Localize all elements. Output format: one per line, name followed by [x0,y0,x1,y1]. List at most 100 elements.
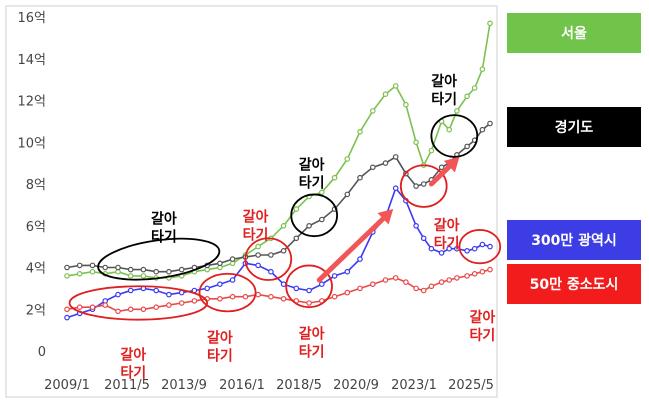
data-point [229,293,236,300]
data-point [464,273,470,279]
data-point [357,129,363,135]
data-point [166,268,172,275]
series-layer [64,20,493,321]
data-point [64,306,70,313]
data-point [344,156,351,162]
x-tick-label: 2009/1 [44,378,90,393]
data-point [369,108,376,114]
data-point [76,262,83,269]
data-point [344,289,351,296]
data-point [438,250,445,256]
series-3 [64,266,493,315]
data-point [471,270,478,277]
data-point [413,139,419,146]
data-point [369,281,376,288]
legend-gyeonggi: 경기도 [507,107,641,147]
data-point [487,120,493,127]
data-point [392,83,399,89]
data-point [454,275,460,281]
annotation-label: 갈아 타기 [299,156,325,191]
data-point [76,270,83,277]
data-point [392,275,399,281]
data-point [420,181,427,187]
data-point [280,223,287,229]
y-tick-label: 6억 [26,220,46,235]
data-point [127,273,134,279]
data-point [464,93,470,100]
data-point [306,223,312,229]
annotation-label: 갈아 타기 [431,73,457,108]
data-point [102,302,109,308]
data-point [268,252,274,258]
data-point [89,304,96,311]
data-point [487,20,493,27]
trend-arrows [316,156,460,283]
y-tick-label: 2억 [26,303,46,318]
data-point [255,252,261,258]
annotation-label: 갈아 타기 [469,309,495,344]
data-point [318,216,325,223]
trend-arrow [316,216,386,283]
annotation-label: 갈아 타기 [151,211,177,246]
data-point [64,314,70,321]
series-1 [64,120,493,275]
data-point [153,268,160,275]
x-axis-labels: 2009/1 2011/5 2013/9 2016/1 2018/5 2020/9 2023… [44,378,494,393]
data-point [217,260,223,267]
x-tick-label: 2016/1 [219,378,265,393]
plot-frame [5,5,498,398]
data-point [403,279,409,285]
legend-label-midsize: 50만 중소도시 [529,277,619,293]
data-point [413,183,419,189]
y-tick-label: 16억 [17,11,46,26]
legend-label-gyeonggi: 경기도 [554,120,594,136]
data-point [479,126,486,133]
data-point [487,243,493,250]
data-point [392,185,399,192]
data-point [153,304,160,311]
y-axis-labels: 0 2억 4억 6억 8억 10억 12억 14억 16억 [17,11,46,360]
annotation-label: 갈아 타기 [434,217,460,252]
annotation-label: 갈아 타기 [243,209,269,244]
data-point [64,264,70,271]
data-point [464,248,470,254]
data-point [318,281,325,288]
data-point [413,223,419,229]
data-point [487,266,493,273]
legend-midsize: 50만 중소도시 [507,264,641,304]
data-point [392,154,399,160]
legend-label-metro: 300만 광역시 [531,233,617,249]
y-tick-label: 12억 [17,95,46,110]
data-point [127,266,134,273]
data-point [306,287,312,294]
data-point [331,273,338,279]
data-point [420,287,427,294]
highlight-ellipse [399,164,448,208]
data-point [255,291,261,298]
data-point [369,164,376,171]
x-tick-label: 2018/5 [276,378,322,393]
data-point [403,101,409,108]
data-point [255,243,261,250]
data-point [204,285,211,292]
data-point [217,295,223,302]
data-point [217,281,223,288]
data-point [89,262,96,269]
x-tick-label: 2025/5 [448,378,494,393]
highlight-ellipse [285,264,333,309]
data-point [344,191,351,198]
data-point [357,174,363,181]
highlight-ellipse [290,193,339,238]
data-point [140,273,147,279]
x-tick-label: 2020/9 [333,378,379,393]
data-point [428,283,435,290]
legend-seoul: 서울 [507,13,641,53]
data-point [382,160,389,166]
highlight-ellipse [97,237,221,281]
legend-metro: 300만 광역시 [507,220,641,260]
data-point [127,287,134,294]
data-point [293,235,300,242]
y-tick-label: 4억 [26,262,46,277]
data-point [454,108,460,114]
